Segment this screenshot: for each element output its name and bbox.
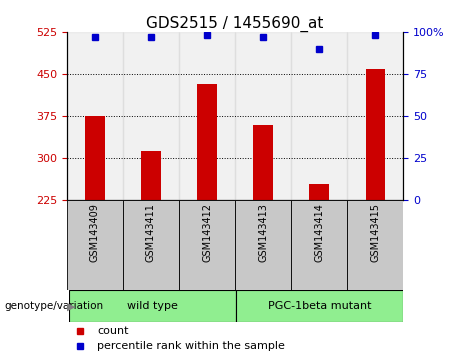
Bar bbox=[69, 290, 236, 322]
Text: GSM143415: GSM143415 bbox=[370, 203, 380, 262]
Text: GSM143409: GSM143409 bbox=[90, 203, 100, 262]
Bar bbox=[309, 184, 329, 200]
Text: GSM143411: GSM143411 bbox=[146, 203, 156, 262]
Text: count: count bbox=[97, 326, 129, 336]
Bar bbox=[67, 200, 123, 290]
Bar bbox=[123, 32, 179, 200]
Text: ▶: ▶ bbox=[67, 301, 75, 311]
Bar bbox=[67, 32, 123, 200]
Title: GDS2515 / 1455690_at: GDS2515 / 1455690_at bbox=[147, 16, 324, 32]
Text: GSM143414: GSM143414 bbox=[314, 203, 324, 262]
Text: genotype/variation: genotype/variation bbox=[5, 301, 104, 311]
Bar bbox=[141, 151, 161, 200]
Bar bbox=[347, 32, 403, 200]
Bar bbox=[235, 32, 291, 200]
Text: PGC-1beta mutant: PGC-1beta mutant bbox=[268, 301, 372, 311]
Bar bbox=[291, 200, 347, 290]
Bar bbox=[197, 84, 217, 200]
Text: GSM143412: GSM143412 bbox=[202, 203, 212, 262]
Bar bbox=[236, 290, 403, 322]
Bar bbox=[179, 200, 235, 290]
Bar bbox=[347, 200, 403, 290]
Bar bbox=[235, 200, 291, 290]
Text: GSM143413: GSM143413 bbox=[258, 203, 268, 262]
Bar bbox=[85, 116, 105, 200]
Bar bbox=[123, 200, 179, 290]
Bar bbox=[179, 32, 235, 200]
Bar bbox=[291, 32, 347, 200]
Bar bbox=[254, 125, 273, 200]
Text: wild type: wild type bbox=[127, 301, 178, 311]
Bar bbox=[366, 69, 385, 200]
Text: percentile rank within the sample: percentile rank within the sample bbox=[97, 341, 285, 351]
